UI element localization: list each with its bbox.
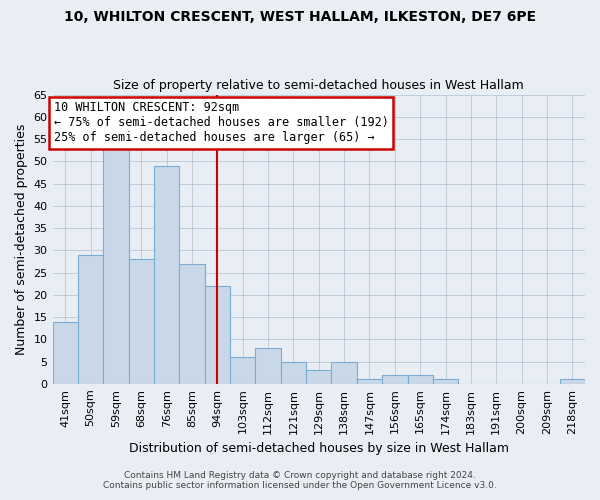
Y-axis label: Number of semi-detached properties: Number of semi-detached properties [15,124,28,355]
Bar [331,362,357,384]
Bar [103,148,128,384]
Bar [560,380,585,384]
Bar [179,264,205,384]
Bar [128,259,154,384]
Bar [78,255,103,384]
Title: Size of property relative to semi-detached houses in West Hallam: Size of property relative to semi-detach… [113,79,524,92]
Bar [433,380,458,384]
X-axis label: Distribution of semi-detached houses by size in West Hallam: Distribution of semi-detached houses by … [129,442,509,455]
Bar [281,362,306,384]
Bar [306,370,331,384]
Bar [407,375,433,384]
Bar [205,286,230,384]
Bar [357,380,382,384]
Bar [53,322,78,384]
Bar [256,348,281,384]
Bar [230,357,256,384]
Text: 10 WHILTON CRESCENT: 92sqm
← 75% of semi-detached houses are smaller (192)
25% o: 10 WHILTON CRESCENT: 92sqm ← 75% of semi… [54,101,389,144]
Bar [382,375,407,384]
Text: 10, WHILTON CRESCENT, WEST HALLAM, ILKESTON, DE7 6PE: 10, WHILTON CRESCENT, WEST HALLAM, ILKES… [64,10,536,24]
Bar [154,166,179,384]
Text: Contains HM Land Registry data © Crown copyright and database right 2024.
Contai: Contains HM Land Registry data © Crown c… [103,470,497,490]
